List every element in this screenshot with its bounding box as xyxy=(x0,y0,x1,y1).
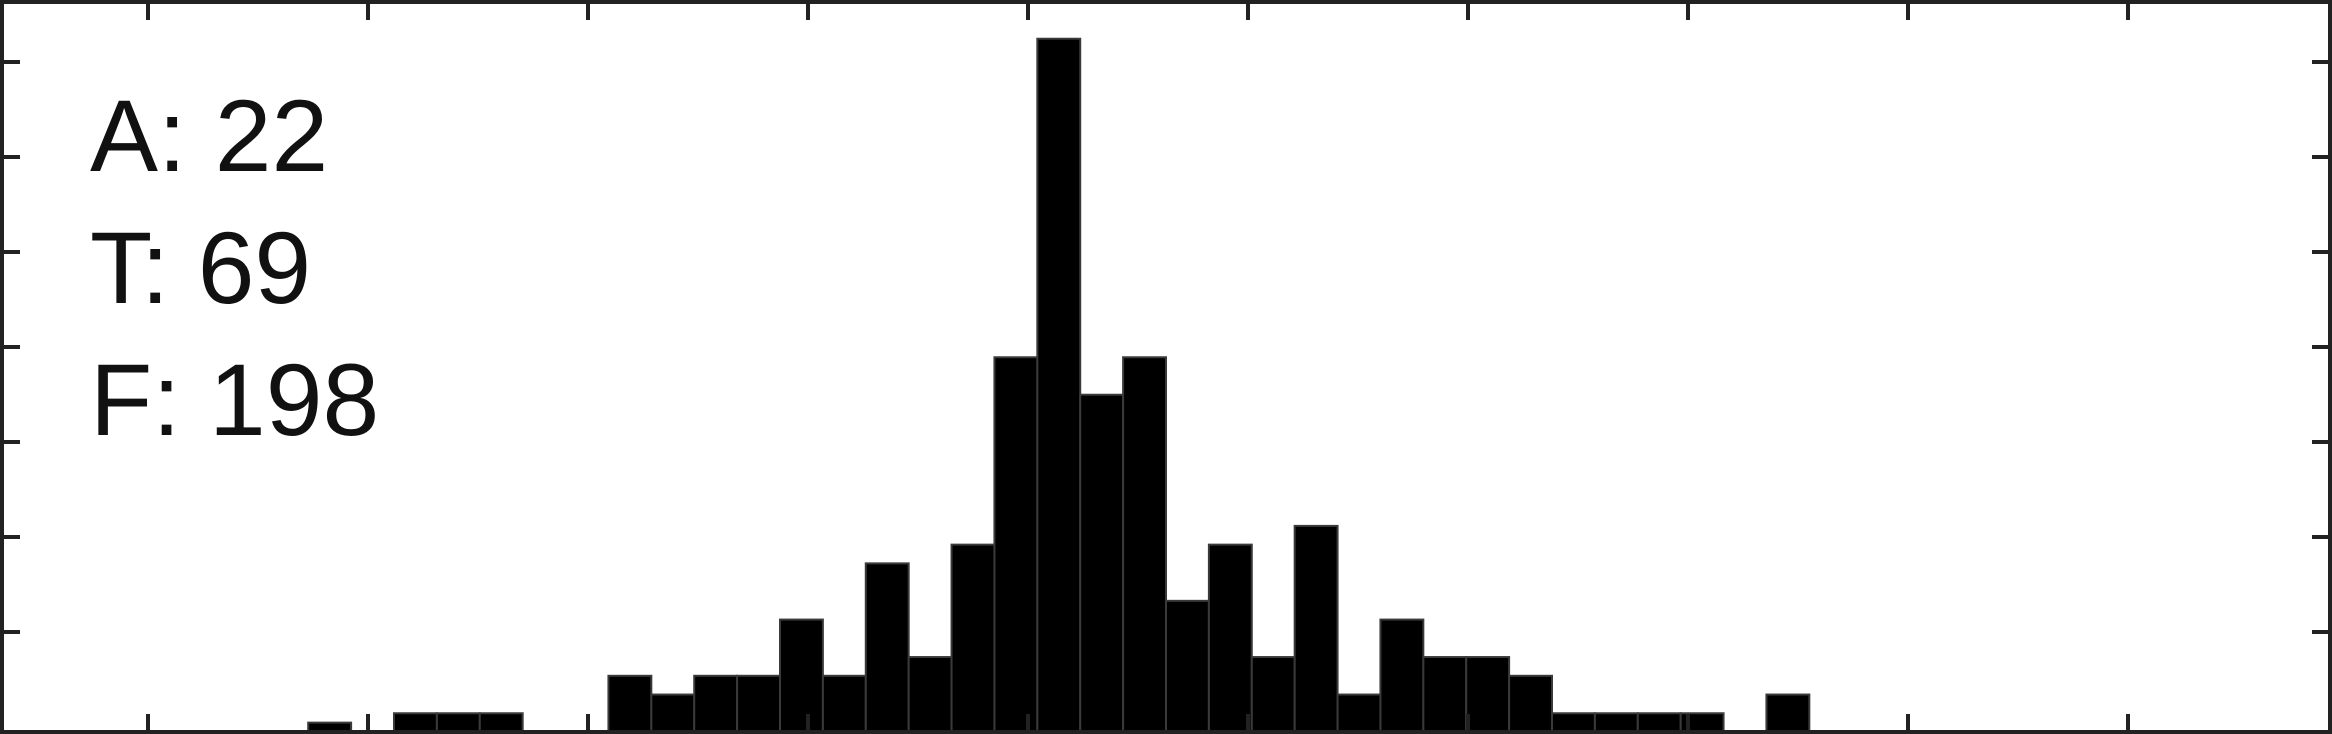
histogram-bar xyxy=(1036,37,1082,734)
histogram-bar xyxy=(821,674,867,733)
stats-block: A: 22 T: 69 F: 198 xyxy=(90,70,379,466)
histogram-bar xyxy=(779,618,824,734)
histogram-bar xyxy=(950,543,996,733)
histogram-bar xyxy=(736,674,781,733)
histogram-bar xyxy=(1551,712,1596,734)
stat-a-label: A xyxy=(90,79,159,193)
histogram-bar xyxy=(1422,656,1468,733)
histogram-bar xyxy=(607,674,653,733)
histogram-bars xyxy=(307,37,1811,734)
histogram-bar xyxy=(1636,712,1682,734)
histogram-bar xyxy=(1765,693,1811,734)
histogram-bar xyxy=(907,656,953,733)
histogram-bar xyxy=(1593,712,1639,734)
histogram-bar xyxy=(650,693,696,734)
stat-f-label: F xyxy=(90,343,153,457)
histogram-bar xyxy=(1508,674,1553,733)
stat-t-label: T xyxy=(90,211,141,325)
stat-f: F: 198 xyxy=(90,343,380,457)
histogram-bar xyxy=(1250,656,1296,733)
histogram-bar xyxy=(1079,393,1125,733)
histogram-bar xyxy=(478,712,524,734)
histogram-bar xyxy=(1165,599,1210,734)
histogram-bar xyxy=(693,674,739,733)
histogram-bar xyxy=(1122,356,1167,733)
stat-t: T: 69 xyxy=(90,211,312,325)
histogram-bar xyxy=(435,712,481,734)
histogram-bar xyxy=(1293,524,1339,734)
stat-t-value: 69 xyxy=(197,211,312,325)
histogram-bar xyxy=(393,712,438,734)
histogram-bar xyxy=(1207,543,1253,733)
histogram-bar xyxy=(864,562,910,733)
histogram-bar xyxy=(1336,693,1382,734)
histogram-bar xyxy=(1379,618,1425,734)
histogram-bar xyxy=(1465,656,1511,733)
stat-f-value: 198 xyxy=(209,343,380,457)
histogram-bar xyxy=(993,356,1039,733)
stat-a-value: 22 xyxy=(214,79,329,193)
stat-a: A: 22 xyxy=(90,79,329,193)
